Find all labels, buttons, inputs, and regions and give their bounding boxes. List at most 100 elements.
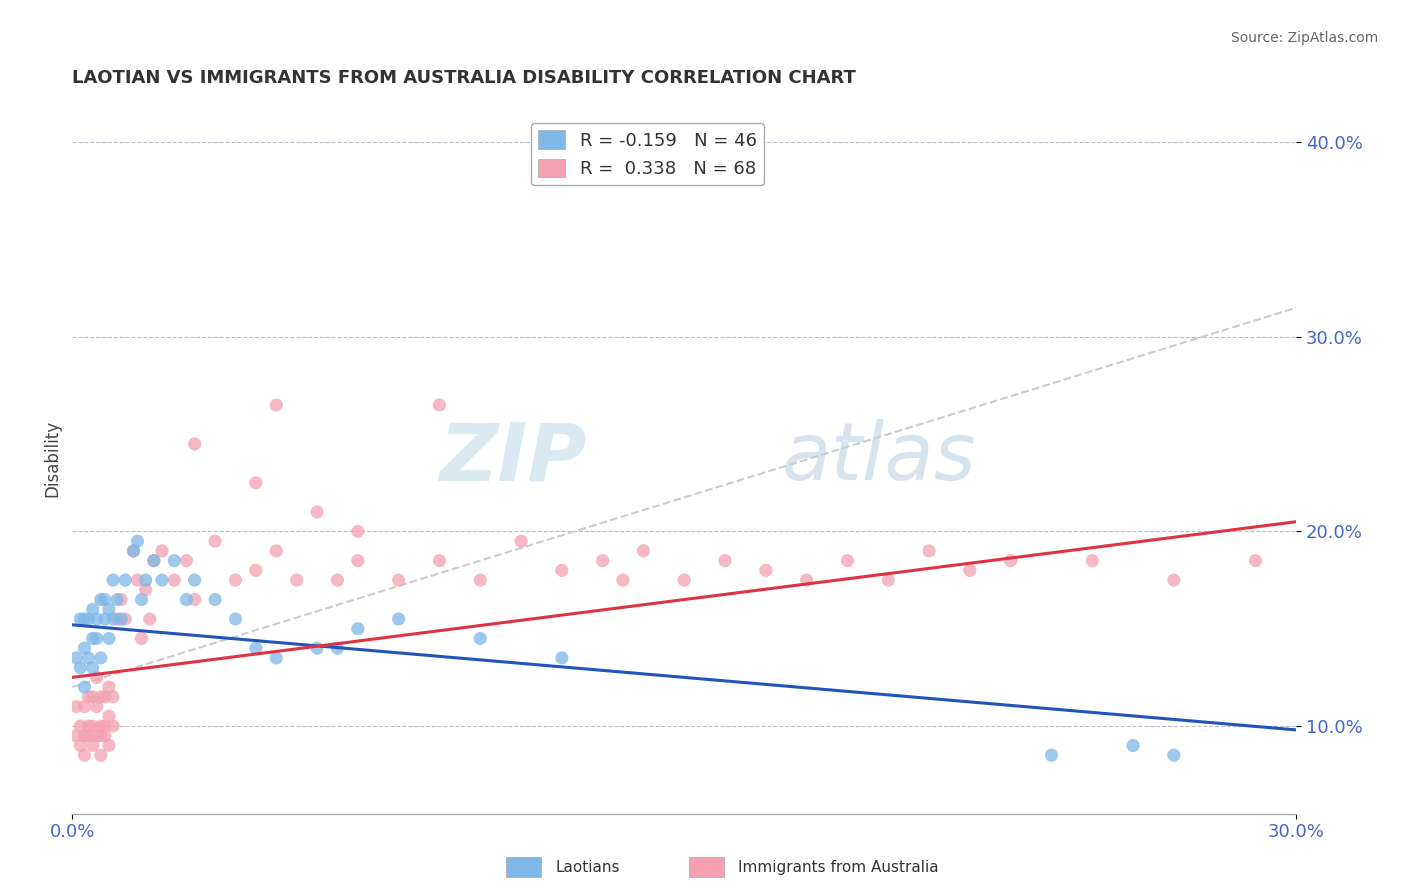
- Point: [135, 582, 157, 597]
- Point: [347, 554, 370, 568]
- Point: [176, 592, 198, 607]
- Point: [959, 563, 981, 577]
- Point: [65, 651, 87, 665]
- Point: [470, 632, 492, 646]
- Point: [110, 612, 132, 626]
- Point: [86, 670, 108, 684]
- Point: [97, 632, 120, 646]
- Point: [94, 592, 117, 607]
- Point: [101, 719, 124, 733]
- Point: [105, 592, 128, 607]
- Point: [1244, 554, 1267, 568]
- Point: [77, 651, 100, 665]
- Point: [90, 748, 112, 763]
- Point: [347, 622, 370, 636]
- Point: [90, 719, 112, 733]
- Point: [69, 612, 91, 626]
- Point: [142, 554, 165, 568]
- Point: [69, 660, 91, 674]
- Point: [73, 729, 96, 743]
- Legend: R = -0.159   N = 46, R =  0.338   N = 68: R = -0.159 N = 46, R = 0.338 N = 68: [531, 123, 763, 186]
- Point: [86, 612, 108, 626]
- Point: [97, 709, 120, 723]
- Point: [388, 612, 411, 626]
- Point: [65, 729, 87, 743]
- Point: [714, 554, 737, 568]
- Point: [204, 534, 226, 549]
- Point: [90, 651, 112, 665]
- Point: [110, 592, 132, 607]
- Point: [918, 544, 941, 558]
- Point: [94, 690, 117, 704]
- Point: [633, 544, 655, 558]
- Point: [429, 398, 451, 412]
- Point: [245, 475, 267, 490]
- Point: [264, 398, 287, 412]
- Text: LAOTIAN VS IMMIGRANTS FROM AUSTRALIA DISABILITY CORRELATION CHART: LAOTIAN VS IMMIGRANTS FROM AUSTRALIA DIS…: [72, 69, 856, 87]
- Point: [1163, 748, 1185, 763]
- Point: [90, 592, 112, 607]
- Point: [97, 680, 120, 694]
- Point: [224, 612, 246, 626]
- Point: [90, 729, 112, 743]
- Point: [77, 729, 100, 743]
- Text: Source: ZipAtlas.com: Source: ZipAtlas.com: [1230, 31, 1378, 45]
- Y-axis label: Disability: Disability: [44, 420, 60, 497]
- Point: [77, 719, 100, 733]
- Point: [183, 437, 205, 451]
- Point: [1122, 739, 1144, 753]
- Point: [245, 563, 267, 577]
- Point: [101, 573, 124, 587]
- Point: [73, 612, 96, 626]
- Point: [150, 544, 173, 558]
- Point: [1040, 748, 1063, 763]
- Point: [163, 554, 186, 568]
- Point: [551, 651, 574, 665]
- Point: [69, 739, 91, 753]
- Point: [264, 544, 287, 558]
- Point: [82, 602, 104, 616]
- Point: [127, 573, 149, 587]
- Point: [150, 573, 173, 587]
- Point: [135, 573, 157, 587]
- Text: Laotians: Laotians: [555, 861, 620, 875]
- Point: [73, 641, 96, 656]
- Point: [69, 719, 91, 733]
- Point: [82, 632, 104, 646]
- Point: [551, 563, 574, 577]
- Point: [755, 563, 778, 577]
- Point: [305, 505, 328, 519]
- Point: [101, 690, 124, 704]
- Point: [163, 573, 186, 587]
- Point: [877, 573, 900, 587]
- Point: [612, 573, 634, 587]
- Point: [73, 680, 96, 694]
- Text: atlas: atlas: [782, 419, 977, 498]
- Point: [82, 690, 104, 704]
- Point: [1081, 554, 1104, 568]
- Point: [224, 573, 246, 587]
- Text: ZIP: ZIP: [439, 419, 586, 498]
- Point: [94, 719, 117, 733]
- Point: [142, 554, 165, 568]
- Point: [204, 592, 226, 607]
- Point: [105, 612, 128, 626]
- Point: [77, 690, 100, 704]
- Point: [97, 739, 120, 753]
- Point: [139, 612, 162, 626]
- Point: [94, 612, 117, 626]
- Point: [796, 573, 818, 587]
- Point: [673, 573, 696, 587]
- Point: [264, 651, 287, 665]
- Point: [305, 641, 328, 656]
- Point: [101, 612, 124, 626]
- Point: [1000, 554, 1022, 568]
- Point: [837, 554, 859, 568]
- Point: [592, 554, 614, 568]
- Point: [183, 592, 205, 607]
- Point: [90, 690, 112, 704]
- Point: [183, 573, 205, 587]
- Point: [470, 573, 492, 587]
- Point: [86, 632, 108, 646]
- Point: [326, 641, 349, 656]
